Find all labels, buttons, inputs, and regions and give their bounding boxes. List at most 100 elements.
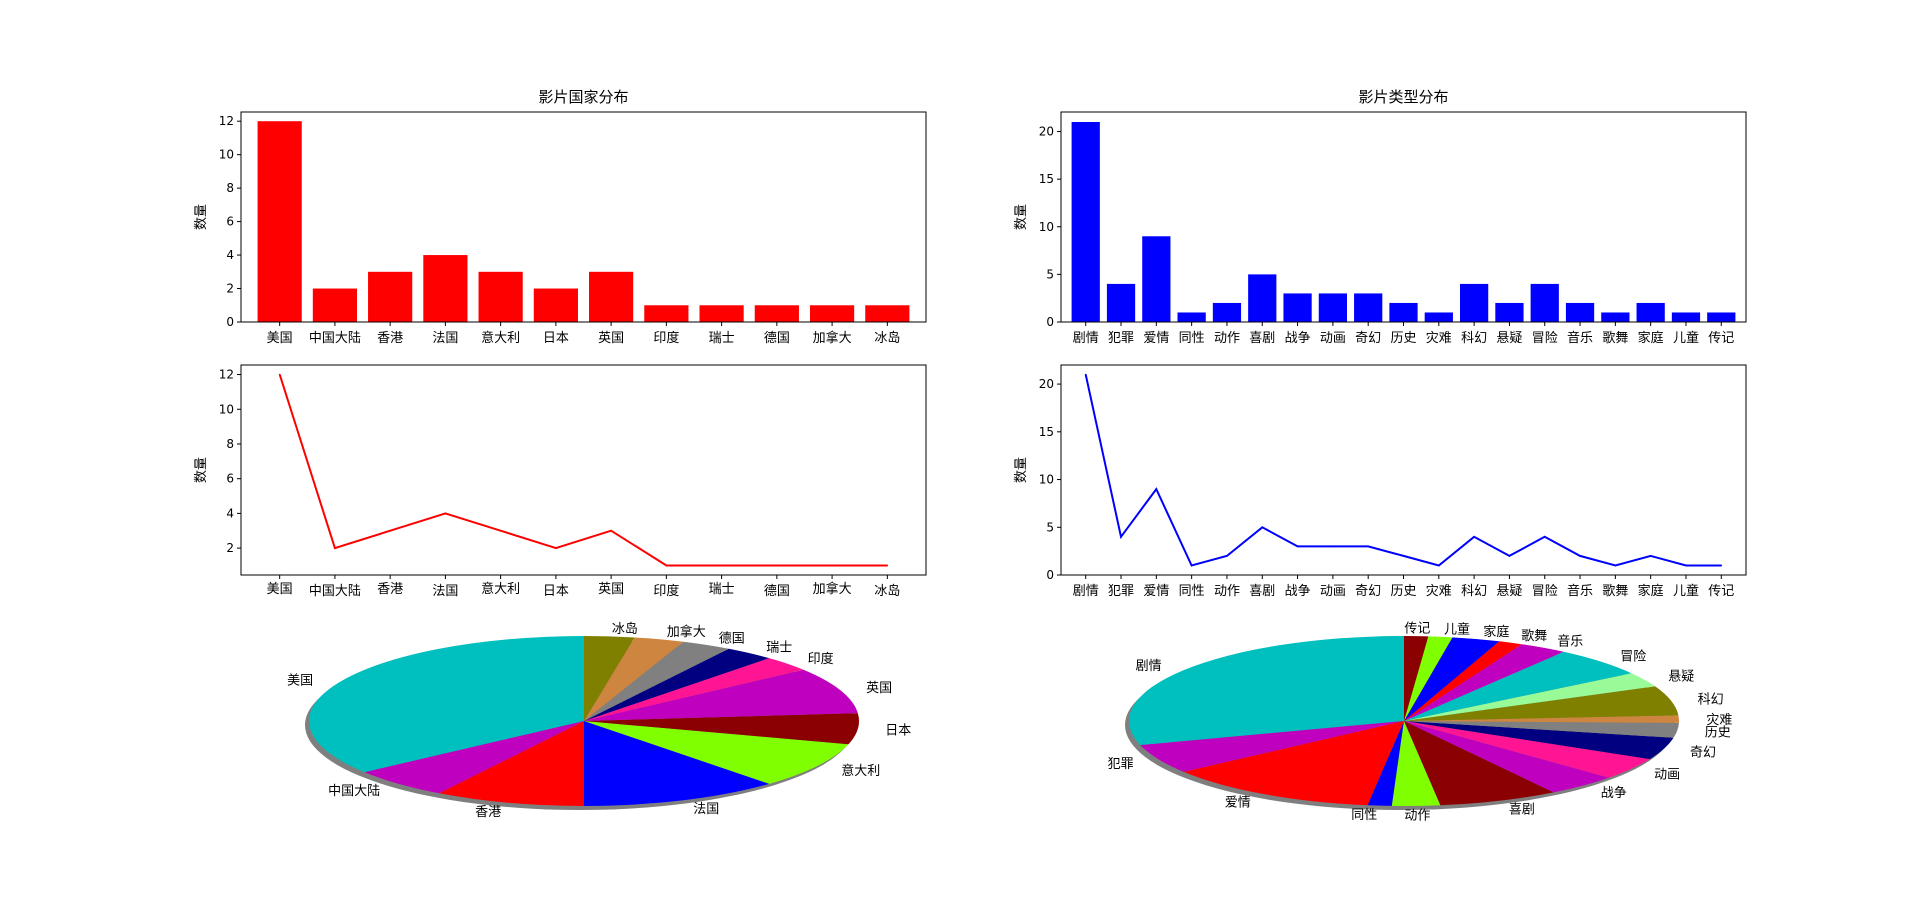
pie-label: 爱情 bbox=[1225, 796, 1251, 811]
bar-6 bbox=[533, 288, 578, 322]
x-tick-label: 冰岛 bbox=[874, 330, 900, 346]
pie-slice-12 bbox=[584, 636, 635, 721]
bar-15 bbox=[1565, 302, 1595, 322]
y-tick-label: 8 bbox=[226, 181, 234, 195]
data-point-15 bbox=[1579, 555, 1581, 557]
pie-slice-10 bbox=[584, 641, 729, 721]
pie-label: 剧情 bbox=[1136, 659, 1162, 674]
pie-label: 香港 bbox=[475, 805, 501, 820]
x-tick-label: 香港 bbox=[377, 331, 403, 346]
bar-19 bbox=[1707, 312, 1736, 322]
y-tick-label: 5 bbox=[1046, 267, 1054, 281]
x-tick-label: 意大利 bbox=[481, 581, 520, 597]
data-point-3 bbox=[389, 529, 391, 532]
pie-slice-10 bbox=[1404, 721, 1679, 738]
x-tick-label: 战争 bbox=[1285, 331, 1311, 346]
x-tick-label: 爱情 bbox=[1143, 331, 1169, 346]
y-tick-label: 0 bbox=[1046, 315, 1054, 329]
bar-10 bbox=[1389, 302, 1418, 322]
pie-slice-4 bbox=[584, 721, 770, 806]
y-tick-label: 12 bbox=[219, 114, 234, 128]
x-tick-label: 中国大陆 bbox=[309, 330, 361, 346]
pie-slice-16 bbox=[1404, 641, 1522, 721]
pie-label: 历史 bbox=[1705, 725, 1731, 740]
y-tick-label: 2 bbox=[226, 541, 234, 555]
y-tick-label: 0 bbox=[1046, 568, 1054, 582]
bar-5 bbox=[478, 271, 523, 322]
bar-11 bbox=[809, 305, 855, 322]
pie-label: 音乐 bbox=[1557, 633, 1583, 649]
y-tick-label: 5 bbox=[1046, 520, 1054, 534]
data-point-1 bbox=[278, 373, 281, 376]
bar-9 bbox=[699, 305, 744, 322]
x-tick-label: 加拿大 bbox=[813, 330, 852, 346]
pie-slice-4 bbox=[1367, 721, 1404, 806]
pie-slice-9 bbox=[1404, 721, 1674, 760]
x-tick-label: 动画 bbox=[1320, 584, 1346, 599]
pie-slice-2 bbox=[364, 721, 584, 794]
x-tick-label: 历史 bbox=[1390, 584, 1416, 599]
axes-frame bbox=[240, 364, 927, 576]
pie-label: 日本 bbox=[885, 724, 911, 739]
y-tick-label: 15 bbox=[1039, 172, 1054, 186]
x-tick-label: 儿童 bbox=[1673, 583, 1699, 599]
country-line-chart: 2 4 6 8 10 12 美国 中国大陆 香港 法国 意大利 日本 英国 印度 瑞士 德国 加拿大 冰岛 数量 bbox=[194, 364, 927, 599]
x-tick-label: 儿童 bbox=[1673, 330, 1699, 346]
x-tick-label: 美国 bbox=[267, 331, 293, 346]
pie-label: 印度 bbox=[808, 651, 834, 667]
pie-label: 悬疑 bbox=[1668, 668, 1694, 684]
x-tick-label: 犯罪 bbox=[1108, 584, 1134, 599]
x-tick-label: 传记 bbox=[1708, 584, 1734, 599]
x-tick-label: 瑞士 bbox=[709, 331, 735, 346]
pie-slice-6 bbox=[584, 713, 860, 745]
pie-slice-12 bbox=[1404, 686, 1679, 721]
bar-8 bbox=[644, 305, 689, 322]
bar-12 bbox=[865, 305, 910, 322]
data-point-12 bbox=[886, 564, 889, 567]
data-point-12 bbox=[1473, 536, 1475, 538]
pie-slice-14 bbox=[1404, 651, 1632, 721]
y-tick-label: 4 bbox=[226, 506, 234, 520]
pie-label: 喜剧 bbox=[1509, 803, 1535, 818]
data-point-5 bbox=[1226, 555, 1228, 557]
data-point-18 bbox=[1685, 564, 1687, 567]
pie-label: 中国大陆 bbox=[328, 783, 380, 799]
bar-4 bbox=[1177, 312, 1206, 322]
y-tick-label: 0 bbox=[226, 315, 234, 329]
bar-3 bbox=[1142, 236, 1171, 322]
pie-slice-7 bbox=[584, 669, 858, 721]
pie-label: 儿童 bbox=[1444, 621, 1470, 637]
x-tick-label: 冒险 bbox=[1532, 584, 1558, 599]
x-tick-label: 印度 bbox=[653, 583, 679, 599]
y-tick-label: 10 bbox=[219, 148, 234, 162]
x-tick-label: 犯罪 bbox=[1108, 331, 1134, 346]
data-point-9 bbox=[1367, 545, 1369, 548]
data-point-8 bbox=[1332, 545, 1334, 548]
pie-label: 家庭 bbox=[1483, 624, 1509, 640]
data-point-6 bbox=[1261, 526, 1264, 529]
x-tick-label: 加拿大 bbox=[813, 581, 852, 597]
x-tick-label: 德国 bbox=[764, 584, 790, 599]
pie-label: 瑞士 bbox=[766, 640, 792, 655]
bar-11 bbox=[1424, 312, 1453, 322]
y-tick-label: 4 bbox=[226, 248, 234, 262]
data-point-19 bbox=[1720, 564, 1723, 567]
x-tick-label: 悬疑 bbox=[1496, 330, 1522, 346]
y-axis-label: 数量 bbox=[194, 457, 209, 483]
y-tick-label: 20 bbox=[1039, 125, 1054, 139]
x-tick-label: 家庭 bbox=[1638, 330, 1664, 346]
chart-title: 影片类型分布 bbox=[1358, 88, 1448, 106]
bar-1 bbox=[257, 121, 302, 322]
x-tick-label: 奇幻 bbox=[1355, 583, 1381, 599]
pie-slice-7 bbox=[1404, 721, 1609, 793]
pie-slice-6 bbox=[1404, 721, 1554, 806]
pie-label: 战争 bbox=[1601, 786, 1627, 801]
x-tick-label: 英国 bbox=[598, 331, 624, 346]
x-tick-label: 意大利 bbox=[481, 330, 520, 346]
pie-slice-8 bbox=[1404, 721, 1650, 778]
bar-7 bbox=[1283, 293, 1312, 322]
data-point-7 bbox=[1296, 545, 1299, 548]
pie-slice-11 bbox=[584, 637, 684, 721]
